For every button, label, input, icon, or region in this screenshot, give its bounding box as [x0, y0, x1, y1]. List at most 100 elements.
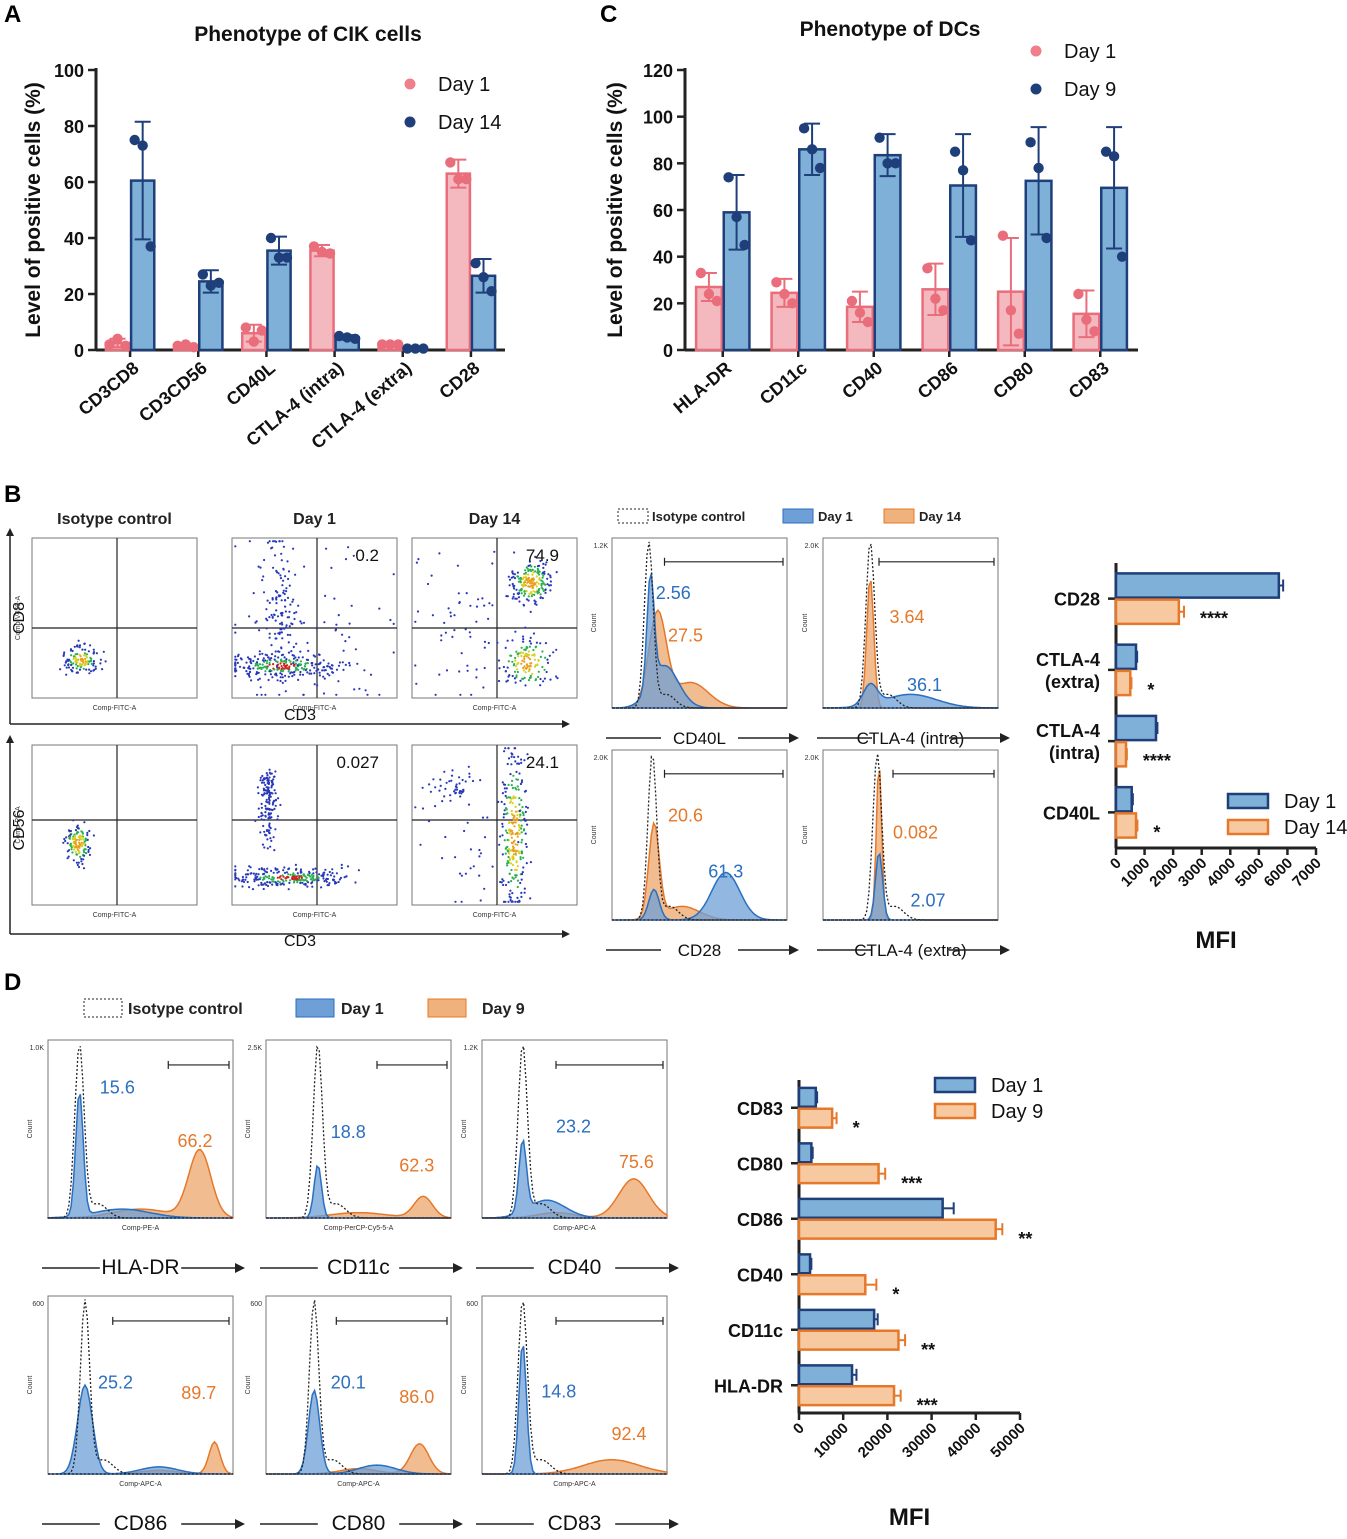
- event-dot: [308, 871, 311, 875]
- event-dot: [306, 662, 309, 665]
- event-dot: [281, 540, 284, 543]
- event-dot: [282, 591, 285, 594]
- event-dot: [292, 657, 295, 660]
- event-dot: [529, 658, 532, 661]
- data-point: [1025, 137, 1036, 148]
- event-dot: [269, 670, 272, 673]
- event-dot: [274, 804, 277, 807]
- event-dot: [511, 849, 514, 852]
- event-dot: [263, 665, 267, 668]
- event-dot: [392, 622, 395, 626]
- event-dot: [335, 668, 339, 671]
- event-dot: [451, 635, 454, 639]
- event-dot: [83, 840, 86, 843]
- event-dot: [235, 658, 238, 661]
- event-dot: [529, 861, 533, 864]
- day2-percent: 92.4: [612, 1424, 647, 1444]
- event-dot: [82, 838, 85, 841]
- data-point: [180, 339, 191, 350]
- event-dot: [279, 574, 282, 577]
- event-dot: [246, 656, 250, 659]
- event-dot: [524, 684, 527, 687]
- event-dot: [450, 774, 454, 777]
- event-dot: [275, 596, 278, 600]
- event-dot: [289, 603, 292, 606]
- event-dot: [80, 857, 83, 861]
- data-point: [205, 280, 217, 291]
- event-dot: [504, 790, 507, 793]
- event-dot: [541, 587, 544, 591]
- event-dot: [82, 850, 86, 854]
- event-dot: [541, 650, 544, 653]
- event-dot: [543, 570, 546, 573]
- significance-marker: ***: [917, 1395, 938, 1415]
- marker-arrowhead: [235, 1263, 245, 1273]
- event-dot: [271, 597, 274, 600]
- event-dot: [268, 807, 271, 811]
- y-tick-label: 40: [64, 229, 84, 249]
- event-dot: [311, 885, 314, 888]
- event-dot: [251, 888, 255, 891]
- comp-y-label: Comp-PE-A: [15, 806, 22, 844]
- event-dot: [519, 651, 522, 655]
- event-dot: [468, 772, 471, 775]
- event-dot: [469, 604, 472, 607]
- event-dot: [539, 593, 542, 596]
- event-dot: [70, 668, 73, 671]
- event-dot: [549, 678, 552, 681]
- event-dot: [248, 670, 252, 674]
- event-dot: [450, 779, 453, 782]
- event-dot: [510, 833, 513, 836]
- event-dot: [500, 800, 503, 804]
- event-dot: [324, 594, 327, 598]
- event-dot: [366, 693, 369, 696]
- x-axis-label: MFI: [889, 1504, 930, 1531]
- data-point: [470, 258, 481, 269]
- day1-percent: 36.1: [907, 675, 942, 695]
- event-dot: [293, 612, 296, 615]
- event-dot: [244, 873, 247, 876]
- event-dot: [266, 619, 269, 622]
- data-point: [874, 132, 885, 143]
- event-dot: [506, 666, 509, 669]
- day2-percent: 62.3: [399, 1156, 434, 1176]
- event-dot: [507, 861, 510, 864]
- data-point: [478, 272, 489, 283]
- event-dot: [83, 848, 86, 851]
- event-dot: [454, 785, 457, 788]
- event-dot: [266, 801, 269, 804]
- event-dot: [84, 837, 87, 840]
- legend-label: Day 1: [1284, 791, 1336, 813]
- event-dot: [536, 567, 539, 571]
- event-dot: [248, 675, 251, 678]
- event-dot: [469, 635, 472, 638]
- event-dot: [325, 547, 328, 550]
- event-dot: [252, 659, 255, 663]
- event-dot: [302, 879, 305, 882]
- event-dot: [330, 667, 334, 670]
- event-dot: [268, 540, 271, 543]
- event-dot: [63, 664, 66, 667]
- event-dot: [266, 881, 269, 884]
- event-dot: [515, 868, 518, 872]
- data-point: [723, 172, 734, 183]
- event-dot: [546, 658, 549, 661]
- event-dot: [356, 662, 359, 665]
- event-dot: [524, 810, 527, 814]
- y-axis-label-cd56: CD56: [11, 809, 28, 850]
- data-point: [1108, 151, 1120, 162]
- event-dot: [496, 641, 499, 644]
- event-dot: [302, 693, 305, 696]
- event-dot: [419, 843, 422, 846]
- event-dot: [516, 813, 519, 817]
- event-dot: [514, 656, 517, 660]
- event-dot: [253, 878, 256, 881]
- event-dot: [271, 808, 274, 812]
- event-dot: [79, 834, 82, 837]
- event-dot: [451, 769, 454, 772]
- event-dot: [234, 667, 237, 670]
- event-dot: [283, 592, 286, 596]
- event-dot: [242, 880, 246, 884]
- event-dot: [270, 644, 273, 647]
- panel-label-c: C: [600, 1, 617, 28]
